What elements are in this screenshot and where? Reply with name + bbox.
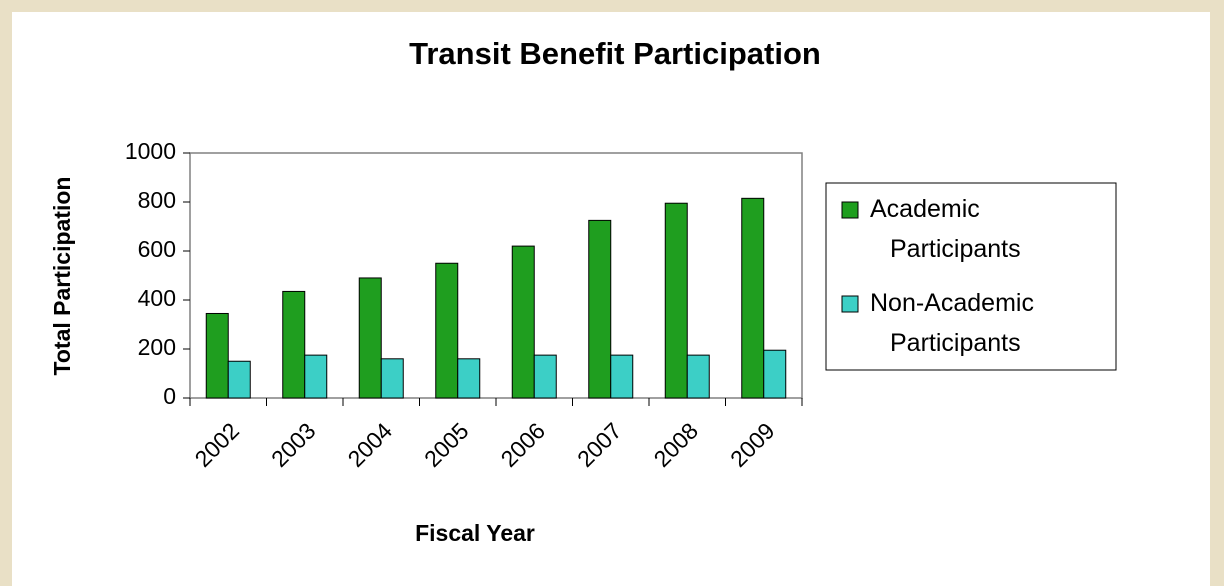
legend-label: Non-Academic Participants <box>870 289 1034 357</box>
chart-title: Transit Benefit Participation <box>409 36 821 71</box>
x-axis-title: Fiscal Year <box>415 520 535 546</box>
legend-box <box>825 182 1117 371</box>
y-axis-title: Total Participation <box>49 177 75 376</box>
bar <box>763 349 787 399</box>
bar <box>533 354 557 399</box>
bar <box>588 219 612 399</box>
legend-swatch <box>841 295 859 313</box>
legend-label: Academic Participants <box>870 195 1021 263</box>
bar <box>435 262 459 399</box>
y-tick-label: 800 <box>138 187 176 213</box>
bar <box>380 358 404 399</box>
bar <box>610 354 634 399</box>
y-tick-label: 0 <box>163 383 176 409</box>
bar <box>511 245 535 399</box>
bar <box>304 354 328 399</box>
bar <box>358 277 382 399</box>
y-tick-label: 400 <box>138 285 176 311</box>
legend-swatch <box>841 201 859 219</box>
y-tick-label: 600 <box>138 236 176 262</box>
bar <box>282 290 306 399</box>
bar <box>227 360 251 399</box>
bar <box>741 197 765 399</box>
y-tick-label: 200 <box>138 334 176 360</box>
bar <box>664 202 688 399</box>
bar <box>205 312 229 399</box>
bar <box>686 354 710 399</box>
y-tick-label: 1000 <box>125 138 176 164</box>
bar <box>457 358 481 399</box>
